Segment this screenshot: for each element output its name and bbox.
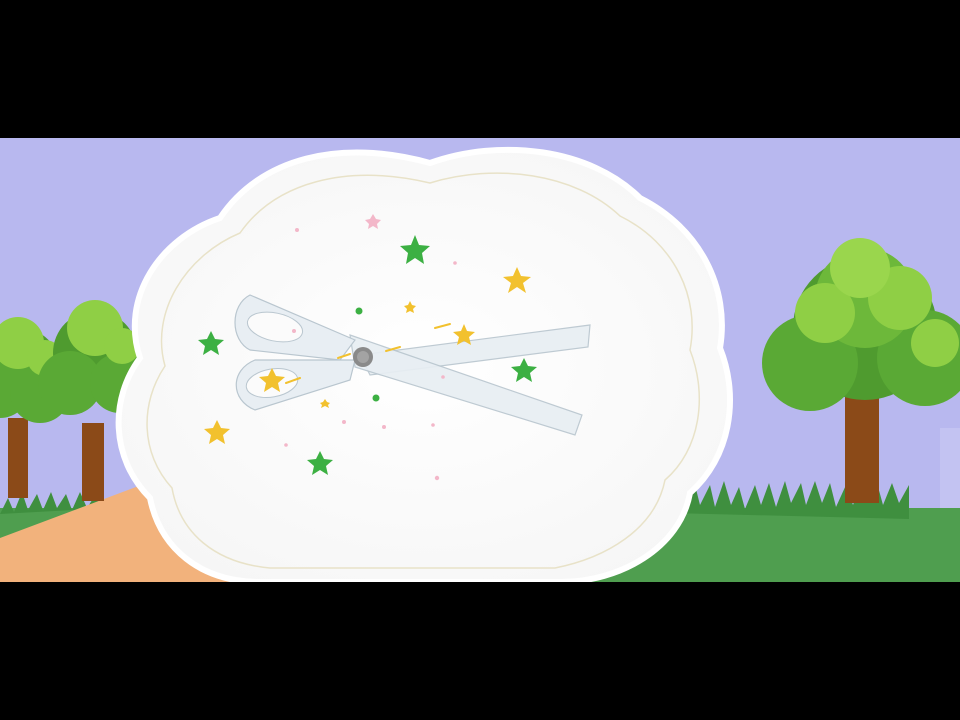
- tree-icon: [762, 238, 960, 503]
- cartoon-scene: [0, 138, 960, 582]
- star-icon: [400, 235, 430, 264]
- star-icon: [453, 324, 475, 345]
- star-icon: [307, 451, 333, 475]
- sparkle-stars: [198, 214, 537, 481]
- scissors-icon: [234, 294, 591, 436]
- background-wall: [940, 428, 960, 508]
- star-icon: [320, 399, 330, 408]
- star-icon: [511, 358, 537, 382]
- scene-illustration: [0, 138, 960, 582]
- star-icon: [404, 301, 416, 313]
- star-icon: [503, 267, 531, 293]
- star-icon: [259, 368, 285, 392]
- star-icon: [365, 214, 381, 229]
- star-icon: [204, 420, 230, 444]
- star-icon: [198, 331, 224, 355]
